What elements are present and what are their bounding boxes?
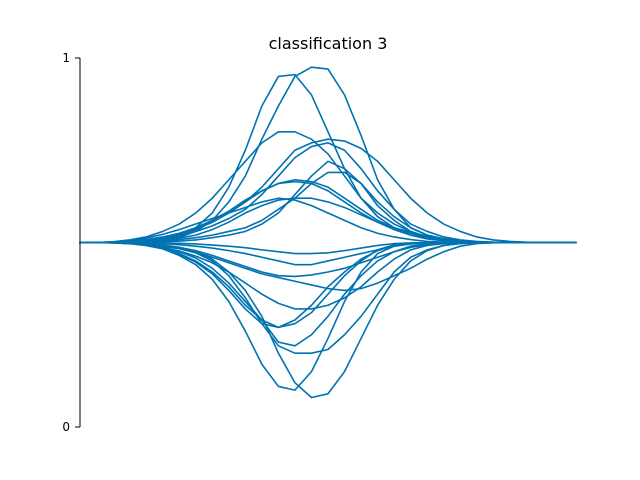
series-line-11 bbox=[79, 171, 577, 244]
series-group bbox=[79, 66, 577, 399]
y-tick-label-top: 1 bbox=[62, 51, 70, 65]
series-line-15 bbox=[79, 241, 577, 292]
chart-title: classification 3 bbox=[269, 34, 388, 53]
y-tick-label-bottom: 0 bbox=[62, 420, 70, 434]
series-line-6 bbox=[79, 197, 577, 244]
series-line-22 bbox=[79, 241, 577, 399]
series-line-17 bbox=[79, 241, 577, 329]
series-line-1 bbox=[79, 73, 577, 244]
series-line-18 bbox=[79, 241, 577, 329]
series-line-8 bbox=[79, 178, 577, 244]
series-line-4 bbox=[79, 142, 577, 244]
